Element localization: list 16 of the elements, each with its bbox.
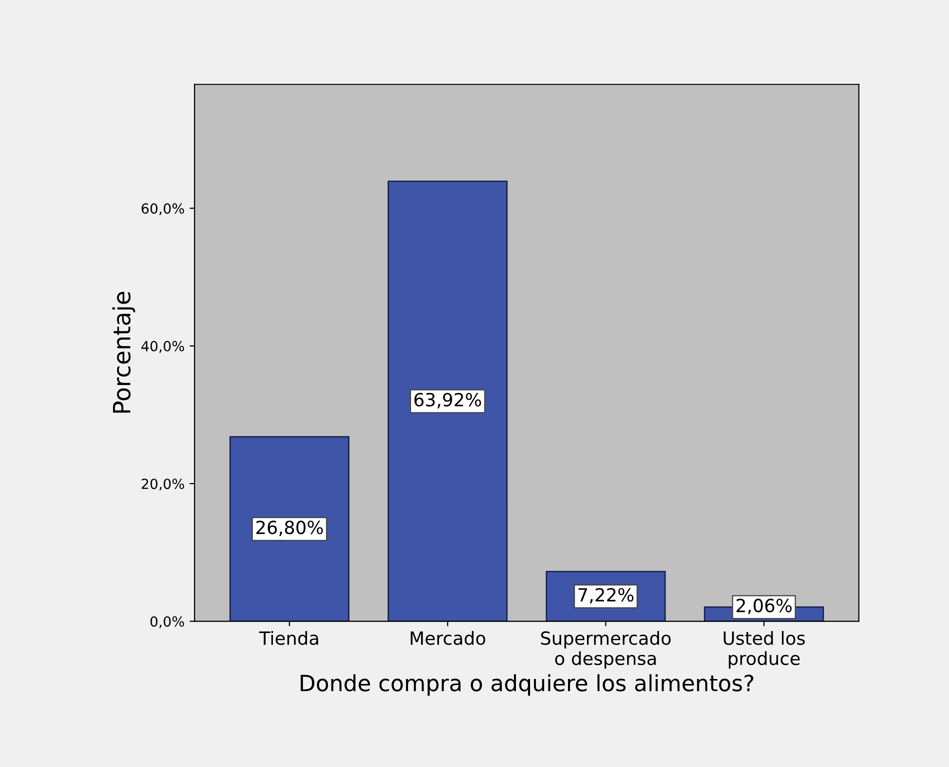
y-axis-title: Porcentaje (112, 292, 136, 413)
x-tick-label: Supermercado o despensa (541, 630, 671, 669)
x-tick-label: Tienda (259, 630, 318, 645)
data-label: 7,22% (578, 588, 634, 604)
x-tick-label: Usted los produce (724, 630, 805, 669)
bar (388, 180, 508, 622)
x-tick-label: Mercado (410, 630, 486, 645)
bar (229, 436, 350, 622)
y-tick-label: 60,0% (142, 203, 184, 216)
y-tick-label: 0,0% (150, 616, 184, 628)
data-label: 63,92% (414, 392, 482, 408)
x-axis-title: Donde compra o adquiere los alimentos? (300, 674, 754, 696)
data-label: 26,80% (256, 520, 323, 536)
y-tick-label: 20,0% (142, 478, 184, 490)
y-tick-label: 40,0% (141, 340, 184, 353)
data-label: 2,06% (736, 598, 792, 614)
